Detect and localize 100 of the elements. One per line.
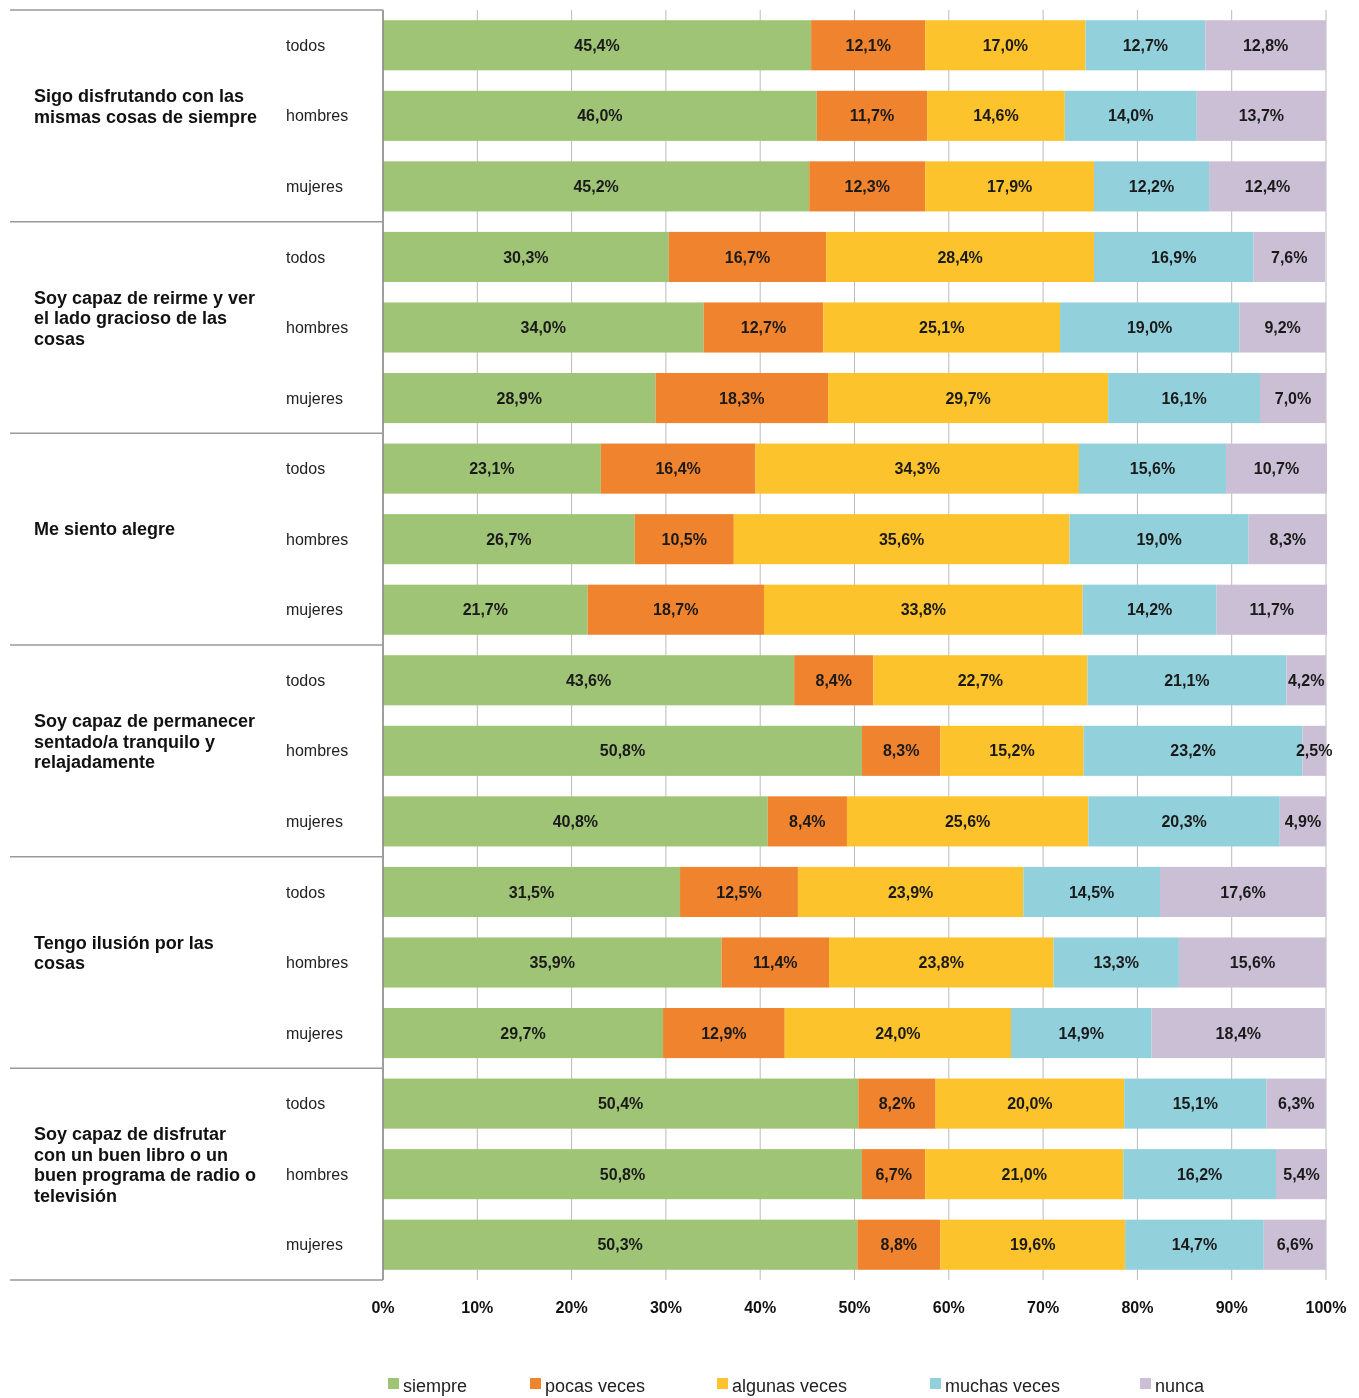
bar xyxy=(925,1149,1124,1200)
bar xyxy=(1088,796,1280,847)
data-label: 8,8% xyxy=(880,1236,918,1254)
data-label: 40,8% xyxy=(552,812,599,830)
bar xyxy=(1259,373,1326,424)
data-label: 50,8% xyxy=(599,742,646,760)
y-tick-label: todos xyxy=(286,1095,326,1113)
bar xyxy=(1082,584,1217,635)
data-label: 17,6% xyxy=(1220,883,1266,901)
bar xyxy=(846,796,1089,847)
bar xyxy=(383,584,588,635)
data-label: 19,0% xyxy=(1136,530,1182,548)
data-label: 14,5% xyxy=(1068,883,1115,901)
data-label: 16,7% xyxy=(724,248,771,266)
data-label: 12,7% xyxy=(1122,36,1169,54)
bar xyxy=(828,373,1109,424)
bar xyxy=(383,443,601,494)
data-label: 8,3% xyxy=(1269,530,1307,548)
bar xyxy=(1094,161,1210,212)
bar xyxy=(816,90,928,141)
bar xyxy=(383,725,863,776)
bar xyxy=(797,866,1024,917)
data-label: 43,6% xyxy=(565,671,612,689)
x-tick-label: 90% xyxy=(1215,1298,1248,1316)
bar xyxy=(1085,20,1206,71)
y-tick-label: mujeres xyxy=(286,1024,343,1042)
bar xyxy=(784,1008,1012,1059)
bar xyxy=(383,20,812,71)
text: Soy capaz de disfrutar con un buen libro o un buen programa de radio o televisión xyxy=(34,1124,257,1206)
data-label: 50,4% xyxy=(597,1095,644,1113)
data-label: 8,4% xyxy=(789,812,826,830)
bar xyxy=(858,1078,936,1129)
x-tick-label: 10% xyxy=(461,1298,494,1316)
data-label: 11,4% xyxy=(753,954,798,972)
bar xyxy=(383,514,635,565)
data-label: 19,6% xyxy=(1010,1236,1056,1254)
data-label: 9,2% xyxy=(1264,319,1301,337)
data-label: 6,3% xyxy=(1278,1095,1315,1113)
bar xyxy=(1226,443,1327,494)
data-label: 26,7% xyxy=(486,530,532,548)
data-label: 45,2% xyxy=(573,177,619,195)
data-label: 15,1% xyxy=(1172,1095,1219,1113)
x-tick-label: 20% xyxy=(555,1298,588,1316)
data-label: 14,2% xyxy=(1126,601,1173,619)
data-label: 12,7% xyxy=(740,319,787,337)
data-label: 21,7% xyxy=(462,601,508,619)
data-label: 6,6% xyxy=(1276,1236,1314,1254)
bar xyxy=(823,302,1061,353)
bar xyxy=(1263,1219,1326,1270)
bar xyxy=(862,725,941,776)
bar xyxy=(383,90,817,141)
y-tick-label: hombres xyxy=(286,954,349,972)
bar xyxy=(829,937,1054,988)
bar xyxy=(1094,231,1254,282)
bar xyxy=(1060,302,1240,353)
y-tick-label: hombres xyxy=(286,107,349,125)
bar xyxy=(826,231,1095,282)
bar xyxy=(763,584,1083,635)
x-tick-label: 60% xyxy=(932,1298,965,1316)
y-tick-label: hombres xyxy=(286,319,349,337)
data-label: 20,0% xyxy=(1007,1095,1053,1113)
bar xyxy=(383,373,656,424)
y-tick-label: hombres xyxy=(286,742,349,760)
data-label: 17,0% xyxy=(982,36,1029,54)
bar xyxy=(1023,866,1161,917)
data-label: 29,7% xyxy=(500,1024,546,1042)
data-label: 23,1% xyxy=(469,460,515,478)
bar xyxy=(935,1078,1125,1129)
data-label: 16,9% xyxy=(1151,248,1197,266)
data-label: 35,6% xyxy=(878,530,925,548)
data-label: 12,2% xyxy=(1128,177,1175,195)
bar xyxy=(1196,90,1326,141)
data-label: 10,7% xyxy=(1253,460,1300,478)
text: Soy capaz de permanecer sentado/a tranquilo y relajadamente xyxy=(34,711,256,773)
legend-label: siempre xyxy=(403,1376,468,1397)
data-label: 5,4% xyxy=(1283,1165,1320,1183)
data-label: 28,4% xyxy=(937,248,983,266)
bar xyxy=(1011,1008,1152,1059)
y-tick-label: todos xyxy=(286,460,326,478)
x-tick-label: 80% xyxy=(1121,1298,1154,1316)
y-tick-label: mujeres xyxy=(286,177,343,195)
bar xyxy=(1124,1078,1267,1129)
bar xyxy=(1069,514,1249,565)
data-label: 45,4% xyxy=(574,36,620,54)
bar xyxy=(1151,1008,1326,1059)
x-tick-label: 40% xyxy=(744,1298,777,1316)
data-label: 4,9% xyxy=(1284,812,1322,830)
bar xyxy=(383,655,795,706)
data-label: 23,9% xyxy=(887,883,934,901)
data-label: 8,2% xyxy=(878,1095,916,1113)
data-label: 46,0% xyxy=(577,107,623,125)
data-label: 25,1% xyxy=(919,319,965,337)
data-label: 34,3% xyxy=(894,460,940,478)
data-label: 14,9% xyxy=(1058,1024,1104,1042)
y-tick-label: todos xyxy=(286,248,326,266)
bar xyxy=(383,937,722,988)
data-label: 14,6% xyxy=(973,107,1019,125)
data-label: 6,7% xyxy=(875,1165,912,1183)
bar xyxy=(668,231,827,282)
text: Me siento alegre xyxy=(34,519,176,540)
